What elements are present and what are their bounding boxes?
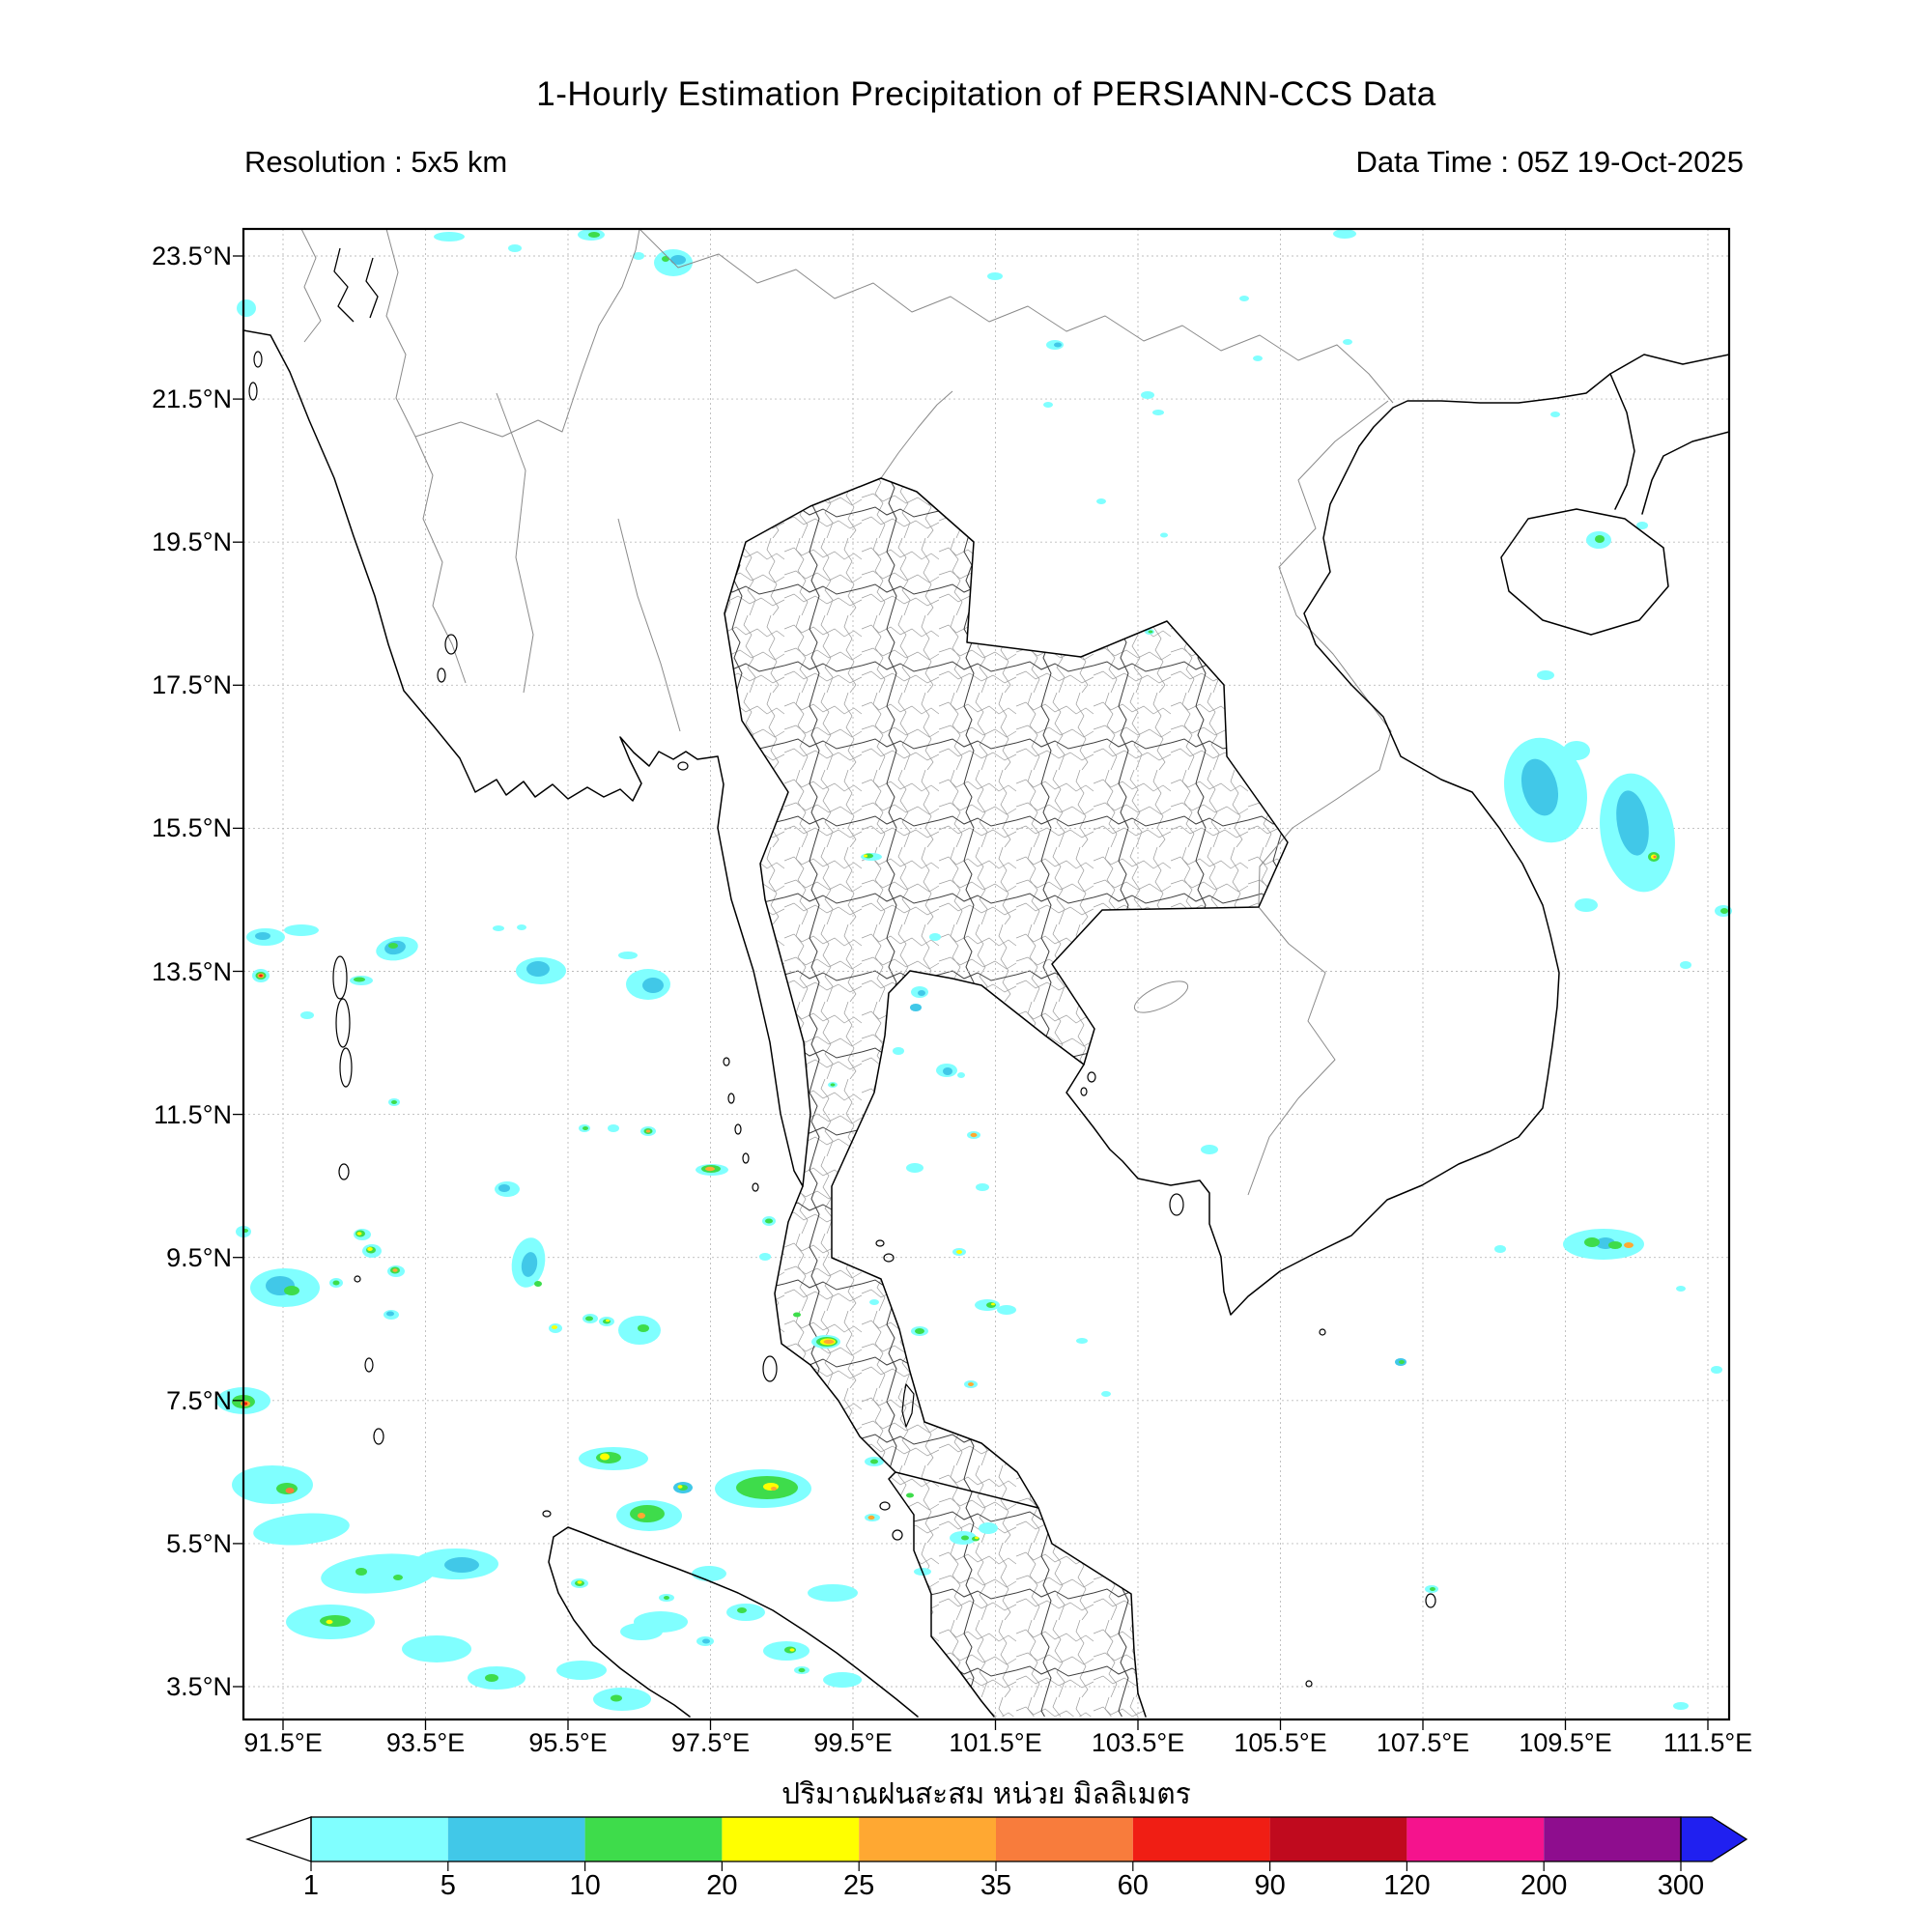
lon-tick-label: 111.5°E	[1662, 1728, 1753, 1757]
colorbar-tick-label: 120	[1383, 1870, 1431, 1901]
hainan-island	[1500, 508, 1669, 636]
myanmar-coastline	[242, 329, 804, 1187]
lat-tick-label: 15.5°N	[152, 813, 232, 843]
page-title: 1-Hourly Estimation Precipitation of PER…	[536, 75, 1436, 113]
map-canvas	[216, 227, 1732, 1730]
thailand-border	[724, 477, 1289, 1509]
district-mesh-fill	[724, 478, 1288, 1717]
lat-tick-label: 17.5°N	[152, 670, 232, 700]
river-squiggle	[365, 257, 379, 319]
lat-tick-label: 11.5°N	[154, 1099, 232, 1129]
sumatra-coastline	[548, 1526, 919, 1718]
colorbar-tick-label: 300	[1657, 1870, 1705, 1901]
islands	[248, 351, 1436, 1688]
colorbar-unit-label: ปริมาณฝนสะสม หน่วย มิลลิเมตร	[781, 1778, 1191, 1810]
lon-tick-label: 97.5°E	[670, 1728, 751, 1757]
colorbar-tick-label: 5	[440, 1870, 456, 1901]
lon-tick-label: 99.5°E	[813, 1728, 893, 1757]
colorbar-tick-label: 1	[302, 1870, 320, 1901]
lat-tick-label: 9.5°N	[166, 1242, 232, 1272]
vietnam-cambodia-coastline	[1065, 354, 1730, 1316]
lon-tick-label: 105.5°E	[1234, 1728, 1327, 1757]
precipitation-cells	[216, 229, 1732, 1711]
axis-ticks	[233, 255, 1709, 1730]
river-squiggle	[333, 247, 355, 323]
colorbar-tick-label: 200	[1520, 1870, 1568, 1901]
colorbar-tick-label: 25	[843, 1870, 875, 1901]
colorbar-tick-label: 35	[980, 1870, 1012, 1901]
data-time-label: Data Time : 05Z 19-Oct-2025	[1355, 145, 1744, 179]
colorbar	[245, 1816, 1748, 1871]
lon-tick-label: 95.5°E	[528, 1728, 608, 1757]
lat-tick-label: 5.5°N	[166, 1528, 232, 1558]
colorbar-tick-label: 90	[1254, 1870, 1286, 1901]
lon-tick-label: 91.5°E	[243, 1728, 323, 1757]
lat-tick-label: 19.5°N	[152, 527, 232, 557]
lat-tick-label: 3.5°N	[166, 1672, 232, 1701]
resolution-label: Resolution : 5x5 km	[244, 145, 508, 179]
lon-tick-label: 93.5°E	[385, 1728, 466, 1757]
lon-tick-label: 101.5°E	[949, 1728, 1042, 1757]
malaysia-coastline	[888, 1471, 1147, 1718]
lat-tick-label: 21.5°N	[152, 384, 232, 414]
country-borders	[300, 228, 1394, 1196]
map-frame	[242, 227, 1731, 1721]
colorbar-tick-label: 60	[1117, 1870, 1149, 1901]
lat-tick-label: 13.5°N	[152, 956, 232, 986]
songkhla-lagoon	[901, 1383, 915, 1428]
lon-tick-label: 107.5°E	[1376, 1728, 1470, 1757]
colorbar-tick-label: 20	[706, 1870, 738, 1901]
colorbar-tick-label: 10	[569, 1870, 601, 1901]
lat-tick-label: 23.5°N	[152, 242, 232, 270]
lat-tick-label: 7.5°N	[166, 1385, 232, 1415]
leizhou-peninsula	[1609, 373, 1730, 515]
coastlines	[242, 247, 1730, 1718]
lon-tick-label: 109.5°E	[1519, 1728, 1612, 1757]
lon-tick-label: 103.5°E	[1091, 1728, 1185, 1757]
